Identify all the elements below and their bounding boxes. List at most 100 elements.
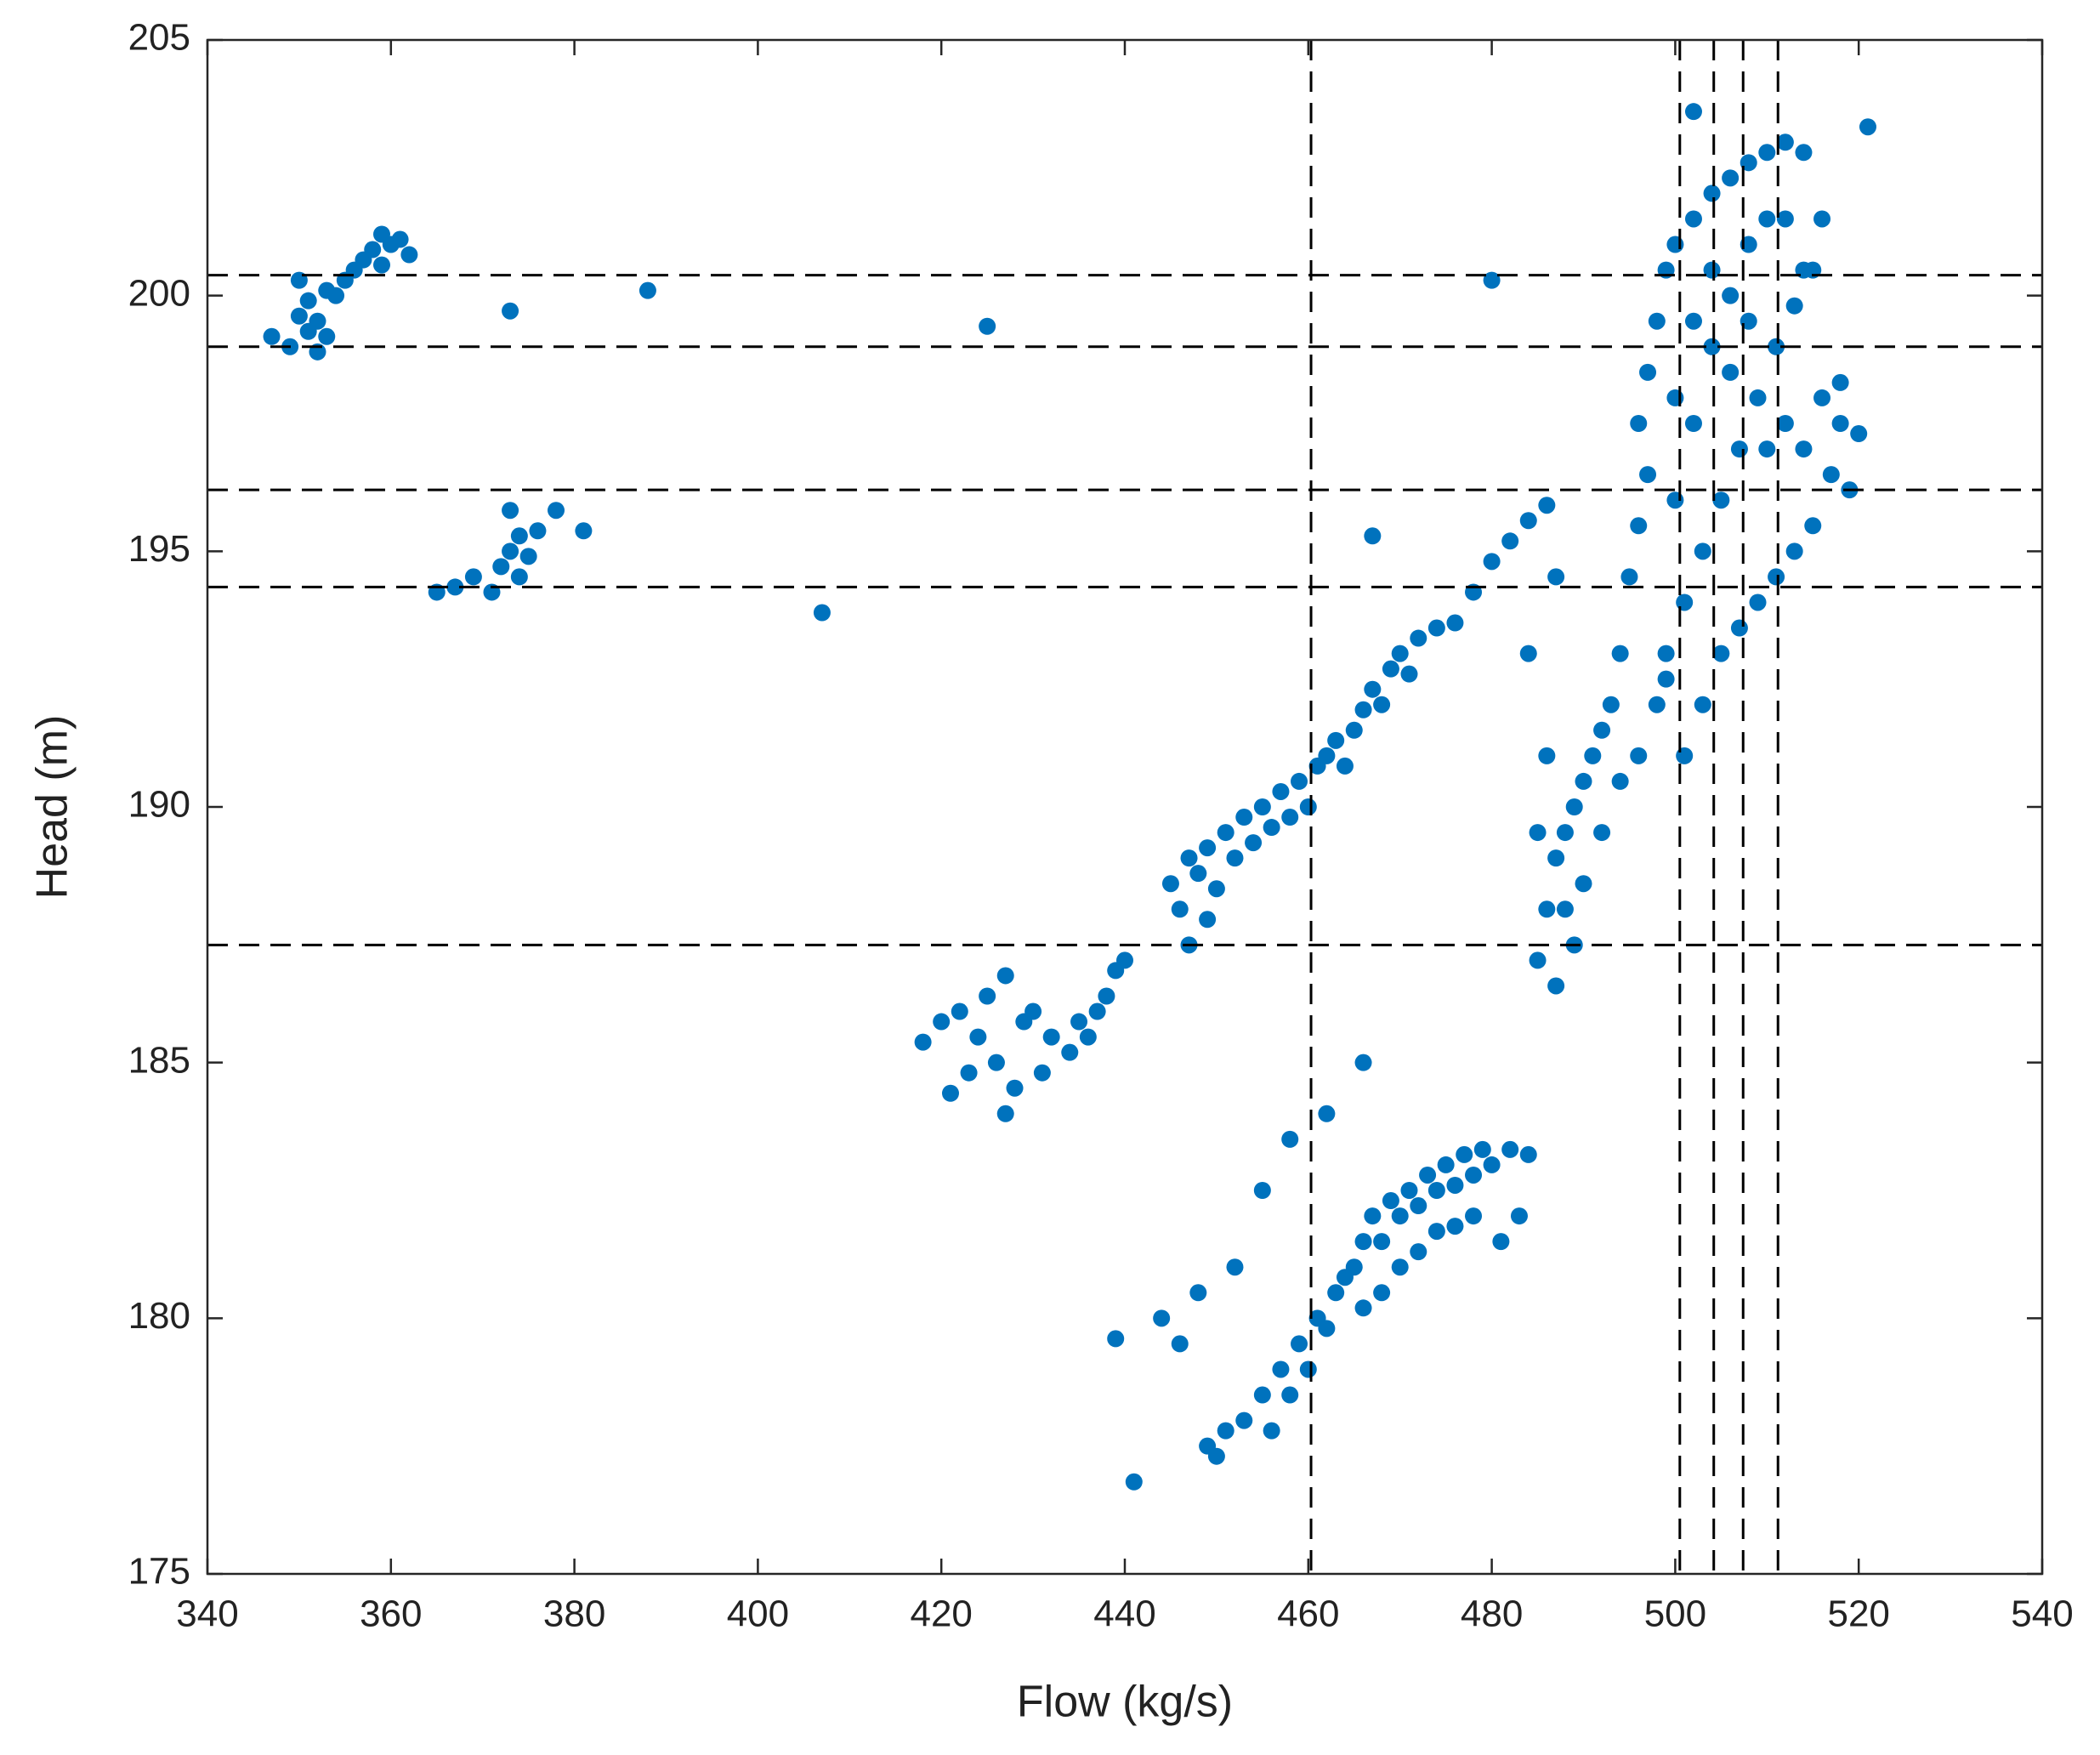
point [1336, 1269, 1354, 1286]
point [1226, 849, 1244, 867]
point [263, 327, 281, 345]
point [1427, 619, 1445, 637]
point [1061, 1043, 1079, 1061]
point [996, 967, 1014, 985]
point [1098, 987, 1115, 1005]
point [1354, 1054, 1372, 1071]
point [1501, 532, 1519, 550]
point [1373, 1284, 1391, 1302]
point [1042, 1028, 1060, 1046]
x-tick-label: 500 [1644, 1593, 1706, 1635]
x-axis-label: Flow (kg/s) [1017, 1678, 1233, 1727]
point [510, 527, 528, 545]
point [1575, 772, 1592, 790]
point [1556, 824, 1574, 842]
point [1354, 1299, 1372, 1317]
point [1473, 1140, 1491, 1158]
point [1575, 875, 1592, 893]
x-tick-label: 400 [727, 1593, 789, 1635]
point [1079, 1028, 1097, 1046]
y-tick-label: 185 [128, 1039, 190, 1081]
point [1327, 731, 1345, 749]
point [1639, 466, 1657, 484]
point [1465, 1207, 1483, 1225]
point [1749, 594, 1767, 611]
x-tick-label: 420 [910, 1593, 972, 1635]
point [1446, 1218, 1464, 1235]
point [1272, 1360, 1290, 1378]
point [914, 1033, 932, 1051]
point [1207, 1447, 1225, 1465]
point [1189, 865, 1207, 883]
point [1291, 1335, 1308, 1353]
point [1107, 1330, 1125, 1348]
point [1299, 798, 1317, 815]
point [1593, 824, 1611, 842]
point [1776, 415, 1794, 432]
point [519, 548, 537, 565]
point [1446, 614, 1464, 632]
point [1730, 619, 1748, 637]
y-tick-label: 200 [128, 272, 190, 314]
point [1565, 798, 1583, 815]
point [1235, 809, 1253, 826]
point [1611, 772, 1629, 790]
point [1345, 721, 1363, 739]
point [1519, 645, 1537, 662]
point [364, 241, 382, 258]
point [1813, 210, 1831, 228]
point [1410, 1197, 1427, 1215]
y-tick-label: 205 [128, 17, 190, 59]
point [1253, 1386, 1271, 1404]
point [1538, 497, 1556, 514]
point [1776, 210, 1794, 228]
point [1630, 517, 1648, 535]
point [1483, 271, 1501, 289]
point [1519, 512, 1537, 530]
point [1235, 1411, 1253, 1429]
point [1584, 747, 1602, 764]
point [1684, 103, 1702, 121]
point [1410, 629, 1427, 647]
point [1116, 951, 1133, 969]
y-tick-label: 195 [128, 528, 190, 570]
point [464, 568, 482, 586]
point [1217, 824, 1234, 842]
point [1427, 1182, 1445, 1199]
point [1199, 911, 1217, 929]
point [1272, 782, 1290, 800]
point [1318, 1320, 1336, 1338]
point [1730, 440, 1748, 458]
y-axis-label: Head (m) [28, 715, 77, 900]
x-tick-label: 360 [360, 1593, 422, 1635]
point [1291, 772, 1308, 790]
point [1465, 1166, 1483, 1184]
point [1620, 568, 1638, 586]
point [1483, 553, 1501, 571]
point [1336, 757, 1354, 775]
point [1391, 645, 1409, 662]
point [1722, 169, 1740, 187]
point [502, 302, 519, 320]
point [575, 522, 593, 540]
point [1318, 747, 1336, 764]
point [1245, 834, 1263, 852]
point [1684, 210, 1702, 228]
point [1676, 594, 1694, 611]
point [529, 522, 547, 540]
point [960, 1064, 978, 1082]
point [1795, 144, 1813, 162]
point [502, 502, 519, 520]
point [1354, 1233, 1372, 1251]
point [1657, 670, 1675, 688]
point [1785, 297, 1803, 315]
point [1694, 696, 1711, 713]
point [1648, 696, 1666, 713]
x-tick-label: 480 [1461, 1593, 1523, 1635]
point [1712, 645, 1730, 662]
point [1299, 1360, 1317, 1378]
point [1850, 425, 1868, 443]
point [1217, 1422, 1234, 1440]
point [400, 246, 418, 264]
x-tick-label: 380 [543, 1593, 605, 1635]
